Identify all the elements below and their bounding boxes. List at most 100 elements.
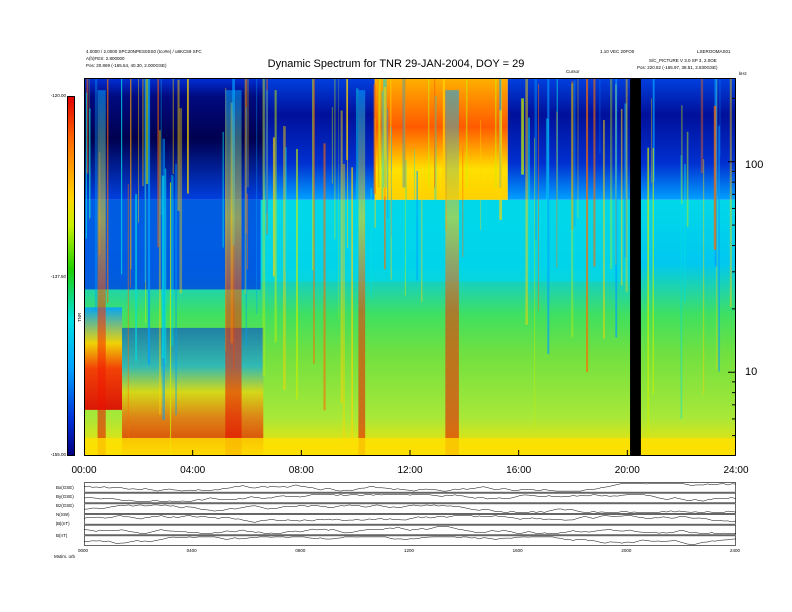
spectral-streak [266, 78, 268, 235]
spectral-streak [571, 83, 574, 338]
emission-burst [97, 90, 106, 456]
spectral-streak [615, 78, 618, 338]
low-early-yellow [122, 327, 264, 456]
y-tick-10: 10 [745, 366, 758, 378]
spectral-streak [355, 88, 359, 201]
spectral-streak [94, 78, 98, 313]
spectral-streak [175, 164, 177, 415]
spectral-streak [434, 95, 437, 206]
x-tick-5: 20:00 [614, 465, 640, 476]
x-tick-3: 12:00 [397, 465, 423, 476]
spectral-streak [534, 137, 536, 430]
emission-burst [225, 90, 242, 456]
panel-label-2: Bz(GSE) [56, 503, 74, 508]
spectral-streak [283, 126, 286, 391]
spectral-streak [285, 147, 287, 272]
spectral-streak [480, 120, 482, 230]
panel-series-line [84, 536, 736, 545]
spectral-streak [338, 78, 339, 319]
spectral-streak [313, 78, 315, 364]
spectral-streak [652, 78, 655, 182]
spectral-streak [521, 98, 524, 175]
spectral-streak [729, 78, 732, 308]
spectral-streak [390, 126, 393, 237]
panel-x-tick: 2400 [730, 548, 741, 553]
y-tick-100: 100 [745, 159, 764, 171]
spectral-streak [462, 147, 464, 257]
spectral-streak [383, 87, 387, 197]
emission-burst [358, 90, 366, 456]
spectral-streak [129, 78, 131, 288]
low-mid-cyan [260, 204, 631, 282]
spectral-streak [609, 78, 613, 270]
spectral-streak [160, 78, 162, 216]
spectral-streak [442, 78, 445, 188]
spectral-streak [312, 78, 314, 271]
spectral-streak [599, 78, 601, 154]
spectral-streak [85, 92, 87, 239]
spectral-streak [130, 78, 132, 270]
data-gap [630, 78, 641, 456]
panel-label-5: B(nT) [56, 533, 68, 538]
spectral-streak [421, 192, 423, 302]
timeseries-panels [84, 482, 736, 546]
spectral-streak [593, 78, 596, 267]
header-right-line2: LSEROOMAS01 [697, 49, 731, 54]
colorbar [67, 96, 75, 456]
panel-series-line [84, 483, 736, 492]
header-right-line1: 1.10 VEC 20FO0 [600, 49, 635, 54]
spectral-streak [525, 78, 528, 325]
spectral-streak [434, 78, 436, 188]
spectral-streak [86, 78, 89, 174]
spectral-streak [620, 108, 623, 286]
spectral-streak [142, 78, 144, 187]
spectral-streak [370, 188, 373, 298]
spectral-streak [381, 90, 384, 201]
spectral-streak [573, 80, 576, 227]
low-baseline [84, 438, 736, 456]
panel-frame [84, 482, 736, 493]
spectral-streak [390, 170, 392, 280]
spectral-streak [680, 155, 683, 420]
panel-x-tick: 1600 [512, 548, 523, 553]
emission-burst [445, 90, 459, 456]
spectral-streak [686, 131, 689, 227]
spectral-streak [389, 78, 392, 188]
spectral-streak [405, 160, 407, 270]
spectral-streak [534, 78, 537, 241]
spectral-streak [624, 103, 628, 258]
spectral-streak [135, 194, 138, 362]
spectral-streak [650, 98, 653, 183]
spectral-streak [89, 108, 91, 218]
spectral-streak [351, 167, 353, 455]
spectral-streak [342, 163, 346, 456]
spectral-streak [274, 90, 277, 343]
spectral-streak [378, 78, 381, 188]
spectral-streak [499, 110, 503, 220]
spectral-streak [334, 78, 336, 240]
panel-label-1: By(GSE) [56, 494, 74, 499]
header-left-pos: Pos: 20.869 (-165.54, 40.30, 2.000GSE) [86, 63, 167, 68]
panel-series-line [84, 504, 736, 513]
spectral-streak [527, 117, 530, 293]
spectral-streak [402, 78, 404, 188]
spectral-streak [340, 110, 343, 403]
panel-frame [84, 514, 736, 525]
spectral-streak [495, 78, 497, 188]
spectral-streak [625, 78, 628, 292]
spectral-streak [265, 89, 269, 214]
spectral-streak [169, 182, 172, 456]
high-band-gap [263, 78, 375, 200]
panel-label-0: Bx(GSE) [56, 485, 74, 490]
spectral-streak [428, 78, 430, 188]
panel-frame [84, 492, 736, 504]
panel-series-line [84, 515, 736, 523]
spectral-streak [127, 184, 129, 447]
spectral-streak [713, 105, 717, 250]
spectral-streak [373, 84, 377, 194]
colorbar-tick-top: -120.00 [50, 93, 66, 98]
spectral-streak [179, 108, 183, 294]
x-tick-6: 24:00 [723, 465, 749, 476]
spectral-streak [681, 105, 683, 204]
spectral-streak [158, 130, 161, 415]
